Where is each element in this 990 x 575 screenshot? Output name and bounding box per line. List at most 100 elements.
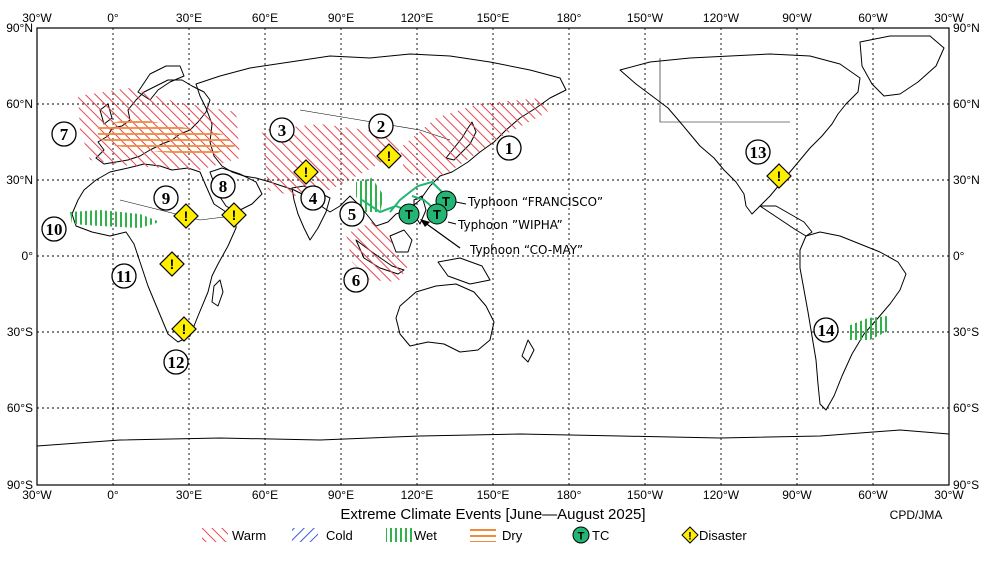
lon-label-top: 150°W: [627, 11, 664, 25]
lon-label-top: 60°E: [252, 11, 278, 25]
disaster-warning-icon: !: [293, 159, 319, 185]
svg-text:Cold: Cold: [326, 528, 353, 543]
typhoon-icon: T: [572, 526, 590, 544]
svg-text:Wet: Wet: [414, 528, 437, 543]
event-number-1: 1: [496, 135, 522, 161]
lon-label-bottom: 30°E: [176, 488, 202, 502]
svg-text:5: 5: [348, 205, 357, 224]
lon-labels-top: 30°W 0° 30°E 60°E 90°E 120°E 150°E 180° 150°W 120…: [22, 11, 964, 25]
event-number-8: 8: [210, 173, 236, 199]
svg-text:!: !: [232, 207, 237, 223]
lon-label-top: 90°W: [782, 11, 812, 25]
lon-label-top: 60°W: [858, 11, 888, 25]
map-title: Extreme Climate Events [June—August 2025…: [340, 506, 645, 523]
lon-label-top: 90°E: [328, 11, 354, 25]
svg-text:11: 11: [116, 267, 132, 286]
lat-labels-left: 90°N 60°N 30°N 0° 30°S 60°S 90°S: [6, 21, 33, 492]
lat-label-right: 30°N: [953, 173, 980, 187]
event-number-9: 9: [153, 185, 179, 211]
svg-text:T: T: [433, 207, 441, 222]
lon-label-bottom: 150°W: [627, 488, 664, 502]
lat-label-left: 30°S: [7, 325, 33, 339]
svg-text:6: 6: [352, 271, 361, 290]
svg-text:10: 10: [46, 220, 63, 239]
wet-regions: [70, 178, 890, 340]
lon-labels-bottom: 30°W 0° 30°E 60°E 90°E 120°E 150°E 180° 150°W 120…: [22, 488, 964, 502]
lat-label-right: 30°S: [953, 325, 979, 339]
disaster-warning-icon: !: [766, 163, 792, 189]
disaster-warning-icon: !: [173, 203, 199, 229]
lon-label-bottom: 60°W: [858, 488, 888, 502]
typhoon-label-comay: Typhoon “CO-MAY”: [469, 243, 583, 257]
svg-text:TC: TC: [592, 528, 609, 543]
lon-label-bottom: 30°W: [22, 488, 52, 502]
typhoon-markers: TTT: [398, 190, 457, 225]
event-number-2: 2: [368, 113, 394, 139]
disaster-warning-icon: !: [221, 202, 247, 228]
typhoon-label-wipha: Typhoon ”WIPHA”: [457, 218, 563, 232]
svg-text:Dry: Dry: [502, 528, 523, 543]
lat-label-left: 60°S: [7, 401, 33, 415]
lon-label-top: 150°E: [477, 11, 510, 25]
lon-label-bottom: 120°W: [703, 488, 740, 502]
event-number-4: 4: [300, 185, 326, 211]
lat-label-left: 60°N: [6, 97, 33, 111]
lat-label-right: 0°: [953, 249, 965, 263]
typhoon-label-francisco: Typhoon “FRANCISCO”: [467, 195, 603, 209]
lon-label-bottom: 90°W: [782, 488, 812, 502]
svg-text:!: !: [688, 531, 692, 543]
lon-label-top: 30°E: [176, 11, 202, 25]
legend-item-wet: Wet: [386, 528, 437, 543]
svg-text:1: 1: [505, 139, 514, 158]
svg-text:12: 12: [168, 353, 185, 372]
svg-text:9: 9: [162, 189, 171, 208]
typhoon-icon: T: [426, 203, 448, 225]
disaster-warning-icon: !: [376, 143, 402, 169]
lat-label-right: 90°S: [953, 478, 979, 492]
lon-label-top: 0°: [107, 11, 119, 25]
lon-label-bottom: 180°: [557, 488, 582, 502]
legend-item-warm: Warm: [202, 528, 266, 543]
svg-text:Disaster: Disaster: [699, 528, 747, 543]
disaster-markers: !!!!!!!: [159, 143, 792, 342]
svg-text:14: 14: [818, 321, 836, 340]
dry-regions: [98, 118, 236, 156]
event-number-14: 14: [813, 317, 839, 343]
lat-label-left: 90°N: [6, 21, 33, 35]
legend-item-disaster: ! Disaster: [681, 526, 747, 544]
legend: Warm Cold Wet Dry T TC ! Disaster: [202, 526, 747, 544]
disaster-warning-icon: !: [159, 251, 185, 277]
svg-text:!: !: [182, 321, 187, 337]
legend-item-cold: Cold: [292, 528, 353, 543]
lat-label-left: 90°S: [7, 478, 33, 492]
lat-label-right: 60°N: [953, 97, 980, 111]
svg-text:Warm: Warm: [232, 528, 266, 543]
svg-text:4: 4: [309, 189, 318, 208]
credit-label: CPD/JMA: [890, 508, 943, 522]
event-number-10: 10: [41, 216, 67, 242]
lon-label-top: 180°: [557, 11, 582, 25]
lon-label-top: 120°W: [703, 11, 740, 25]
lat-labels-right: 90°N 60°N 30°N 0° 30°S 60°S 90°S: [953, 21, 980, 492]
svg-text:13: 13: [750, 143, 767, 162]
lon-label-top: 30°W: [22, 11, 52, 25]
svg-text:2: 2: [377, 117, 386, 136]
lon-label-bottom: 150°E: [477, 488, 510, 502]
event-number-5: 5: [339, 201, 365, 227]
lon-label-top: 120°E: [401, 11, 434, 25]
typhoon-icon: T: [398, 203, 420, 225]
legend-item-tc: T TC: [572, 526, 609, 544]
event-number-7: 7: [51, 121, 77, 147]
legend-item-dry: Dry: [470, 528, 523, 543]
lat-label-right: 60°S: [953, 401, 979, 415]
disaster-warning-icon: !: [681, 526, 699, 544]
lat-label-right: 90°N: [953, 21, 980, 35]
event-number-12: 12: [163, 349, 189, 375]
svg-text:7: 7: [60, 125, 69, 144]
event-number-3: 3: [269, 117, 295, 143]
lat-label-left: 0°: [22, 249, 34, 263]
lat-label-left: 30°N: [6, 173, 33, 187]
svg-text:8: 8: [219, 177, 228, 196]
svg-text:T: T: [578, 531, 585, 543]
